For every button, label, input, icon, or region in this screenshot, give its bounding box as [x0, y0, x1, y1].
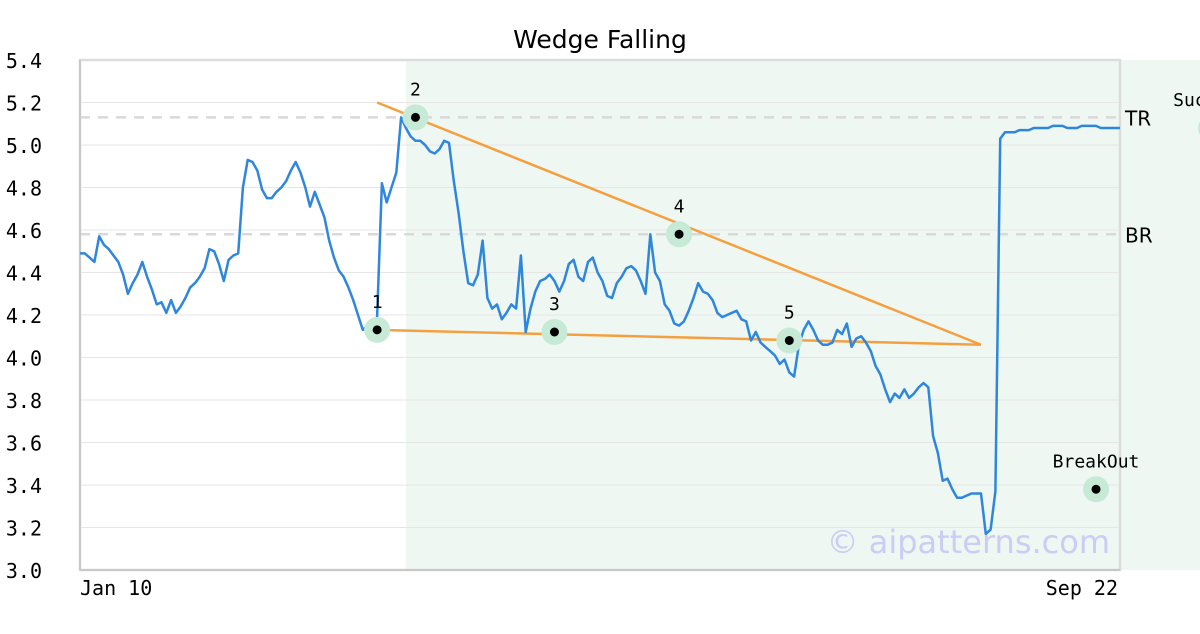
- pattern-point: [1091, 484, 1101, 494]
- resistance-label: BR: [1125, 223, 1153, 247]
- y-tick-label: 3.6: [6, 432, 42, 456]
- y-tick-label: 3.8: [6, 389, 42, 413]
- y-tick-label: 5.0: [6, 134, 42, 158]
- x-tick-label: Sep 22: [1046, 576, 1118, 600]
- resistance-label: TR: [1124, 106, 1151, 130]
- pattern-point-label: 4: [674, 196, 685, 217]
- y-tick-label: 4.6: [6, 219, 42, 243]
- y-tick-label: 5.2: [6, 92, 42, 116]
- y-tick-label: 4.4: [6, 262, 42, 286]
- y-tick-label: 3.4: [6, 474, 42, 498]
- pattern-point-label: 2: [410, 79, 421, 100]
- price-series-line: [80, 116, 1120, 536]
- y-tick-label: 3.0: [6, 559, 42, 583]
- pattern-point-label: Success: [1173, 90, 1200, 111]
- y-tick-label: 4.8: [6, 177, 42, 201]
- trend-line: [377, 328, 982, 346]
- chart-title: Wedge Falling: [513, 25, 687, 54]
- pattern-point: [549, 327, 559, 337]
- pattern-point-label: 5: [784, 303, 795, 324]
- y-tick-label: 5.4: [6, 49, 42, 73]
- pattern-point: [372, 325, 382, 335]
- pattern-point-label: 3: [549, 294, 560, 315]
- y-tick-label: 4.2: [6, 304, 42, 328]
- watermark: © aipatterns.com: [827, 523, 1110, 561]
- pattern-point-label: 1: [372, 292, 383, 313]
- pattern-point-label: BreakOut: [1053, 451, 1140, 472]
- y-tick-label: 4.0: [6, 347, 42, 371]
- y-tick-label: 3.2: [6, 517, 42, 541]
- pattern-point: [674, 229, 684, 239]
- pattern-point: [410, 112, 420, 122]
- pattern-point: [784, 336, 794, 345]
- x-tick-label: Jan 10: [80, 576, 152, 600]
